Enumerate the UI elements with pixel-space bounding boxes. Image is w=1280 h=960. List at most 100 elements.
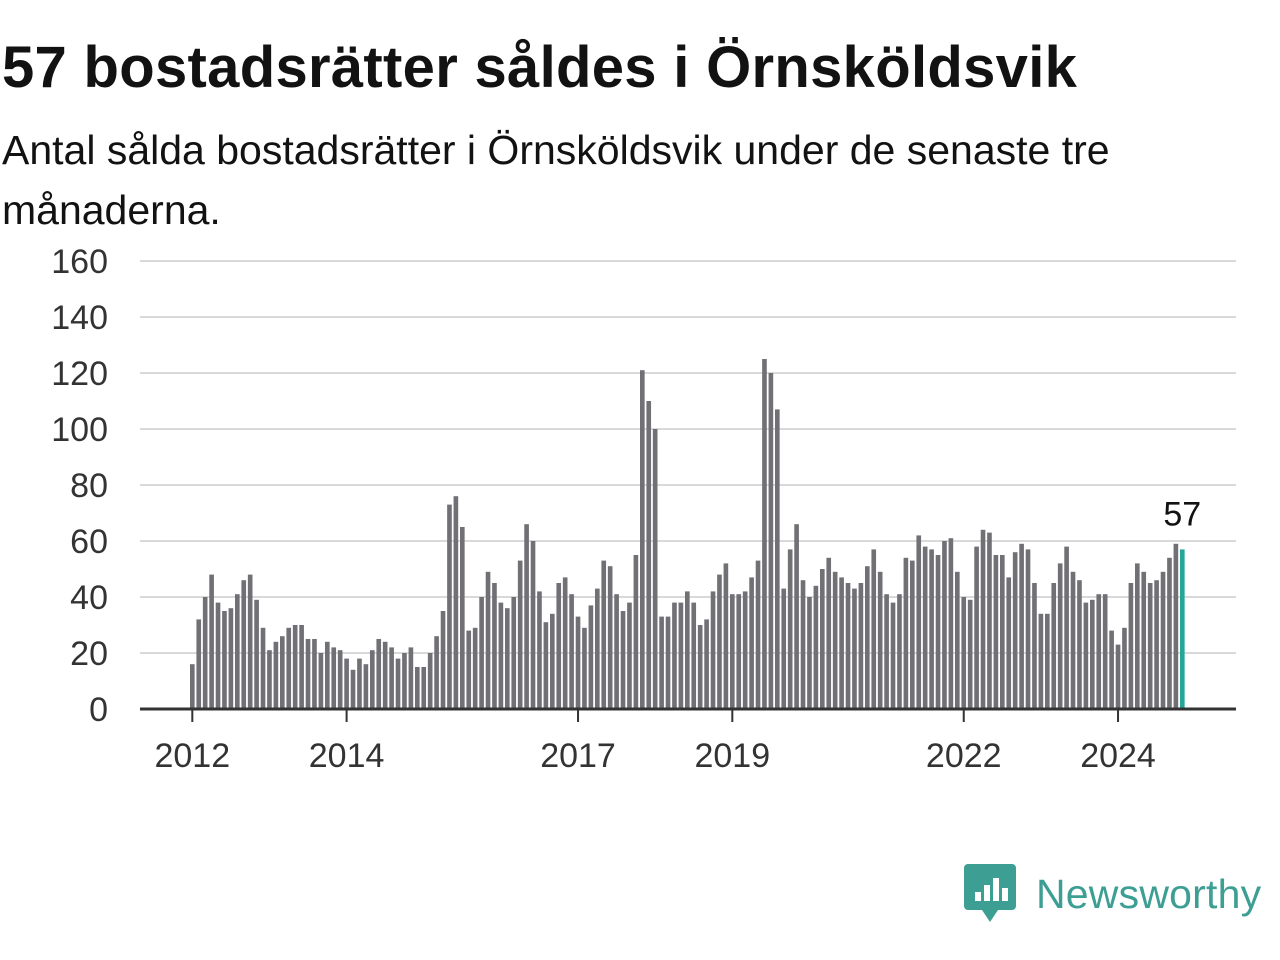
- bar: [209, 574, 214, 709]
- bar: [196, 619, 202, 709]
- bar: [858, 583, 864, 709]
- bar: [505, 608, 510, 709]
- bar: [865, 566, 870, 709]
- bar: [331, 647, 337, 709]
- bar: [980, 529, 986, 709]
- bar: [1019, 543, 1024, 709]
- bar: [948, 538, 954, 709]
- bar: [472, 627, 478, 709]
- bar: [877, 571, 883, 709]
- bar: [485, 571, 491, 709]
- bar: [273, 641, 279, 709]
- newsworthy-logo-icon: [964, 864, 1016, 922]
- bar: [614, 594, 619, 709]
- bar: [408, 647, 414, 709]
- bar: [723, 563, 729, 709]
- bar: [370, 650, 375, 709]
- bar: [922, 546, 928, 709]
- bar-chart: 0 20 40 60 80 100 120 140 160 57 2012 2014 2017 2019 2…: [51, 243, 1236, 775]
- bar: [228, 608, 234, 709]
- bar: [1147, 583, 1153, 709]
- bar: [1109, 630, 1114, 709]
- bar: [697, 625, 703, 709]
- bar: [460, 527, 465, 709]
- bar: [543, 622, 549, 709]
- bar: [562, 577, 568, 709]
- bar: [775, 409, 780, 709]
- bar: [1102, 594, 1108, 709]
- y-tick-label: 20: [70, 635, 108, 673]
- bar: [337, 650, 343, 709]
- bar: [286, 627, 292, 709]
- bar: [813, 585, 819, 709]
- bar: [511, 597, 517, 709]
- bar: [942, 541, 947, 709]
- bar: [1154, 580, 1159, 709]
- bar: [974, 546, 979, 709]
- bar: [820, 569, 825, 709]
- bar: [305, 639, 311, 709]
- bar: [749, 577, 754, 709]
- bar: [550, 613, 555, 709]
- bar: [267, 650, 272, 709]
- bar: [903, 557, 909, 709]
- bar: [517, 560, 523, 709]
- bar: [730, 594, 735, 709]
- bar: [633, 555, 639, 709]
- bar: [492, 583, 497, 709]
- bar: [755, 560, 761, 709]
- bar: [1000, 555, 1005, 709]
- y-tick-label: 80: [70, 467, 108, 505]
- bar: [344, 658, 349, 709]
- brand-name: Newsworthy: [1036, 870, 1262, 917]
- bar: [1064, 546, 1069, 709]
- bar: [1077, 580, 1082, 709]
- y-tick-label: 100: [51, 411, 108, 449]
- bar: [363, 664, 369, 709]
- bar: [1025, 549, 1031, 709]
- bar: [1045, 613, 1050, 709]
- bar: [376, 639, 382, 709]
- bar: [620, 611, 626, 709]
- bar: [685, 591, 690, 709]
- bar: [762, 359, 767, 709]
- bar: [1096, 594, 1102, 709]
- bar: [704, 619, 709, 709]
- bar: [987, 532, 992, 709]
- bar: [421, 667, 427, 709]
- bar-highlight: [1180, 549, 1185, 709]
- x-tick-label: 2014: [309, 737, 385, 775]
- bar: [787, 549, 793, 709]
- x-tick-label: 2017: [540, 737, 616, 775]
- bar: [556, 583, 562, 709]
- bar: [402, 653, 407, 709]
- bar: [640, 370, 645, 709]
- bar: [607, 566, 613, 709]
- bar: [260, 627, 266, 709]
- bar: [832, 571, 838, 709]
- bar: [498, 602, 504, 709]
- bar: [1122, 627, 1127, 709]
- x-tick-label: 2012: [154, 737, 230, 775]
- bar: [1173, 543, 1179, 709]
- bar: [1032, 583, 1037, 709]
- bar: [935, 555, 941, 709]
- bar: [479, 597, 484, 709]
- bar: [235, 594, 240, 709]
- bar: [241, 580, 247, 709]
- bar: [575, 616, 581, 709]
- bar: [1167, 557, 1172, 709]
- bar: [736, 594, 742, 709]
- bar: [190, 664, 195, 709]
- y-tick-label: 60: [70, 523, 108, 561]
- bar: [588, 605, 594, 709]
- bar: [299, 625, 304, 709]
- bar: [710, 591, 716, 709]
- bar: [215, 602, 221, 709]
- bar: [884, 594, 889, 709]
- x-tick-label: 2024: [1080, 737, 1156, 775]
- bar: [845, 583, 851, 709]
- x-tick-label: 2022: [926, 737, 1002, 775]
- bar: [254, 599, 259, 709]
- bar: [318, 653, 324, 709]
